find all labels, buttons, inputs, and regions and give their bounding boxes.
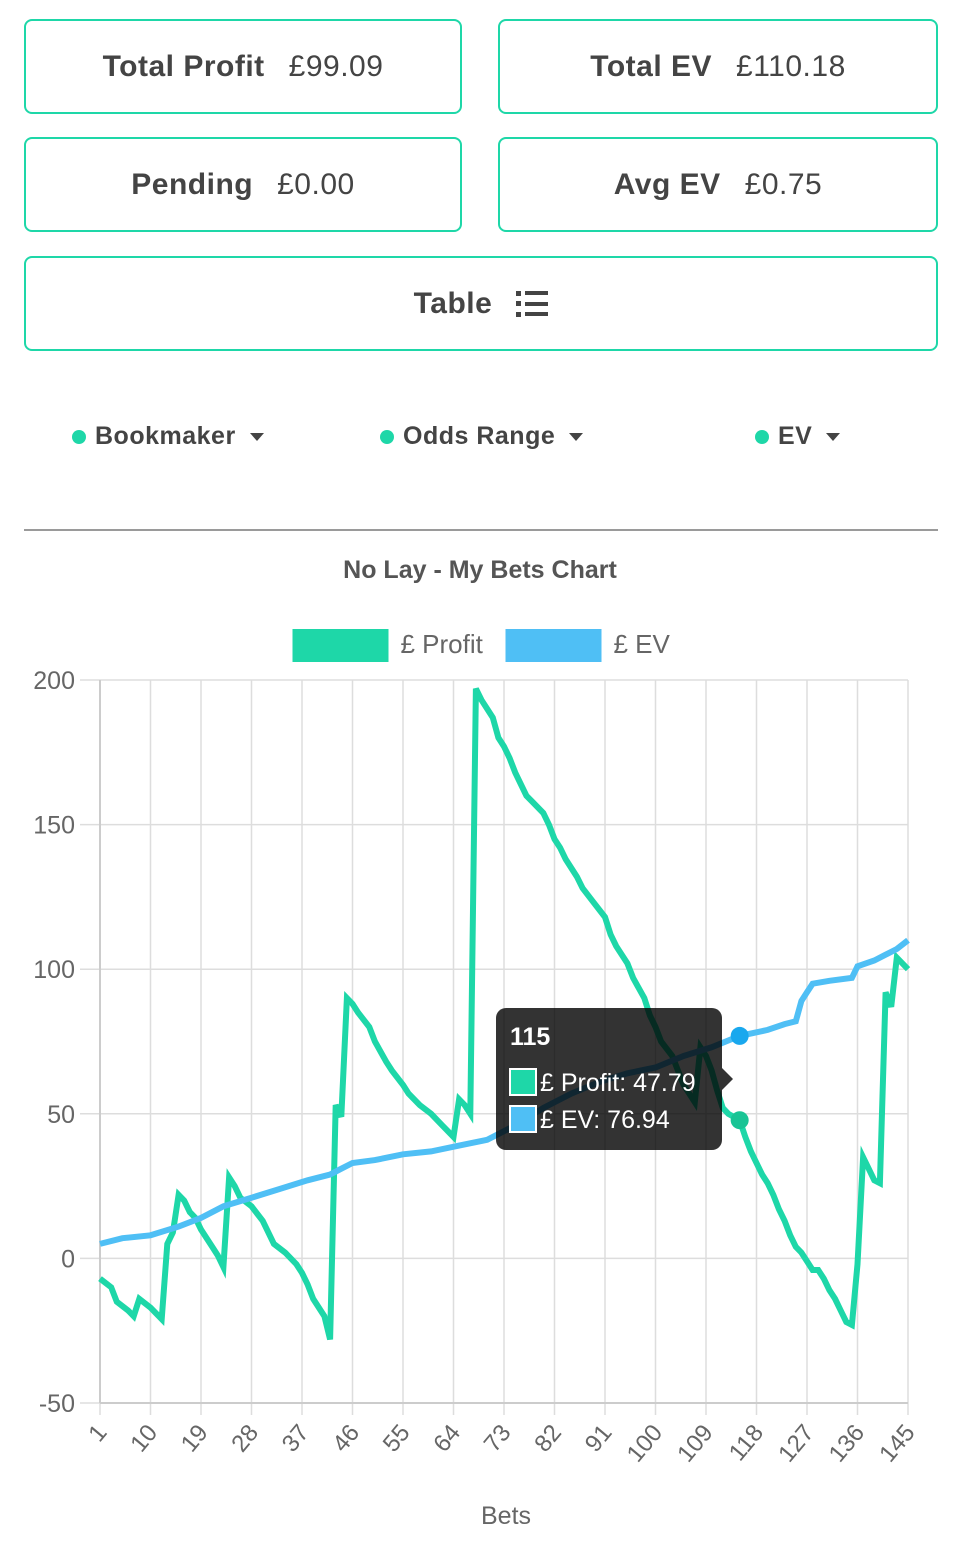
x-tick-label: 118 bbox=[724, 1420, 769, 1467]
x-tick-label: 136 bbox=[824, 1420, 870, 1468]
legend-label-0: £ Profit bbox=[401, 629, 484, 659]
bets-chart[interactable]: No Lay - My Bets Chart £ Profit £ EV -50 0 50… bbox=[0, 540, 960, 1540]
x-tick-label: 37 bbox=[277, 1420, 315, 1458]
table-button-label: Table bbox=[413, 286, 493, 320]
legend-swatch-1 bbox=[505, 629, 602, 662]
y-tick-label: 0 bbox=[61, 1245, 75, 1273]
avg-ev-label: Avg EV bbox=[613, 167, 721, 201]
tooltip-box bbox=[496, 1008, 722, 1150]
ev-filter-label: EV bbox=[778, 422, 813, 450]
x-tick-label: 46 bbox=[327, 1420, 365, 1458]
chart-tooltip: 115 £ Profit: 47.79 £ EV: 76.94 bbox=[496, 1008, 733, 1150]
y-tick-label: 100 bbox=[33, 956, 75, 984]
x-tick-label: 28 bbox=[226, 1420, 264, 1458]
pending-value: £0.00 bbox=[277, 167, 355, 201]
y-tick-label: 200 bbox=[33, 667, 75, 695]
total-profit-label: Total Profit bbox=[102, 49, 265, 83]
tooltip-swatch-0 bbox=[509, 1068, 537, 1096]
x-axis-label: Bets bbox=[481, 1502, 531, 1530]
tooltip-line-0: £ Profit: 47.79 bbox=[540, 1069, 696, 1097]
tooltip-pointer bbox=[722, 1068, 733, 1090]
legend-swatch-0 bbox=[292, 629, 389, 662]
total-profit-card[interactable]: Total Profit £99.09 bbox=[24, 19, 462, 114]
x-tick-label: 64 bbox=[428, 1420, 466, 1458]
x-tick-label: 127 bbox=[773, 1420, 819, 1468]
odds-range-status-dot bbox=[380, 429, 394, 444]
total-ev-label: Total EV bbox=[590, 49, 713, 83]
total-ev-value: £110.18 bbox=[736, 49, 846, 83]
pending-card[interactable]: Pending £0.00 bbox=[24, 137, 462, 232]
legend-label-1: £ EV bbox=[614, 629, 671, 659]
x-tick-label: 91 bbox=[580, 1420, 618, 1458]
x-tick-label: 19 bbox=[176, 1420, 214, 1458]
tooltip-swatch-1 bbox=[509, 1105, 537, 1133]
series-line-0 bbox=[98, 687, 911, 1341]
x-tick-label: 82 bbox=[529, 1420, 567, 1458]
y-tick-label: -50 bbox=[39, 1390, 75, 1418]
x-tick-label: 1 bbox=[83, 1420, 112, 1448]
highlight-point-0 bbox=[730, 1111, 749, 1130]
odds-range-chevron-down-icon bbox=[569, 432, 584, 441]
y-tick-label: 50 bbox=[47, 1101, 75, 1129]
section-divider bbox=[24, 529, 938, 531]
highlight-point-1 bbox=[730, 1026, 749, 1045]
x-tick-label: 145 bbox=[874, 1420, 920, 1468]
x-tick-label: 100 bbox=[622, 1420, 668, 1468]
x-tick-label: 10 bbox=[125, 1420, 163, 1458]
x-tick-label: 73 bbox=[479, 1420, 517, 1458]
pending-label: Pending bbox=[131, 167, 254, 201]
x-tick-label: 109 bbox=[672, 1420, 718, 1468]
bookmaker-filter-label: Bookmaker bbox=[95, 422, 236, 450]
table-view-button[interactable]: Table bbox=[24, 256, 938, 351]
y-tick-label: 150 bbox=[33, 812, 75, 840]
bookmaker-filter-dropdown[interactable]: Bookmaker bbox=[72, 422, 264, 451]
odds-range-filter-dropdown[interactable]: Odds Range bbox=[380, 422, 584, 451]
ev-chevron-down-icon bbox=[826, 432, 841, 441]
avg-ev-value: £0.75 bbox=[744, 167, 823, 201]
x-tick-label: 55 bbox=[378, 1420, 416, 1458]
tooltip-line-1: £ EV: 76.94 bbox=[540, 1106, 670, 1134]
bookmaker-status-dot bbox=[72, 429, 86, 444]
ev-filter-dropdown[interactable]: EV bbox=[755, 422, 841, 451]
list-icon bbox=[516, 290, 549, 317]
avg-ev-card[interactable]: Avg EV £0.75 bbox=[498, 137, 938, 232]
total-profit-value: £99.09 bbox=[288, 49, 384, 83]
chart-title: No Lay - My Bets Chart bbox=[343, 556, 617, 584]
total-ev-card[interactable]: Total EV £110.18 bbox=[498, 19, 938, 114]
bookmaker-chevron-down-icon bbox=[249, 432, 264, 441]
odds-range-filter-label: Odds Range bbox=[403, 422, 556, 450]
ev-status-dot bbox=[755, 429, 769, 444]
tooltip-title: 115 bbox=[510, 1023, 550, 1051]
